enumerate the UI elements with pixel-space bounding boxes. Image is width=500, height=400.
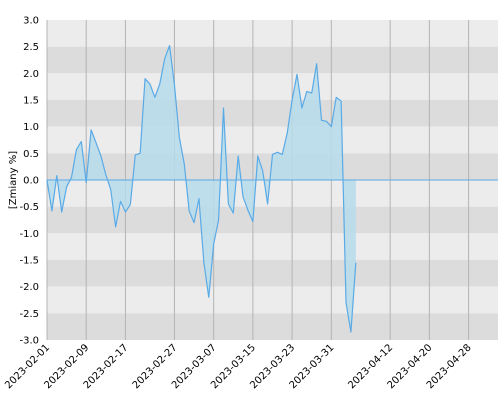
grid-band: [47, 260, 498, 287]
grid-band: [47, 20, 498, 47]
grid-band: [47, 206, 498, 234]
series-line: [46, 45, 357, 333]
grid-band: [47, 73, 498, 100]
y-tick-label: 1.0: [23, 122, 39, 133]
y-axis-label: [Zmiany %]: [8, 151, 19, 209]
y-tick-label: -1.0: [19, 229, 39, 240]
y-tick-label: -2.5: [19, 309, 39, 320]
y-tick-label: -1.5: [19, 256, 39, 267]
y-tick-label: -2.0: [19, 282, 39, 293]
grid-band: [47, 286, 498, 314]
grid-band: [47, 100, 498, 127]
grid-band: [47, 313, 498, 340]
grid-band: [47, 233, 498, 260]
series-area: [47, 45, 356, 332]
y-tick-label: 2.5: [23, 42, 39, 53]
grid-band: [47, 46, 498, 74]
y-tick-label: -0.5: [19, 202, 39, 213]
y-tick-label: 0.0: [23, 176, 39, 187]
series-layer: [46, 45, 498, 333]
y-tick-label: 3.0: [23, 16, 39, 27]
y-tick-label: 1.5: [23, 96, 39, 107]
y-tick-label: 2.0: [23, 69, 39, 80]
y-tick-label: 0.5: [23, 149, 39, 160]
grid-band: [47, 126, 498, 154]
background-bands: [47, 20, 498, 340]
y-axis-ticks: 3.0 2.5 2.0 1.5 1.0 0.5 0.0 -0.5 -1.0 -1.5 -2.0 -2.…: [19, 16, 39, 347]
y-tick-label: -3.0: [19, 336, 39, 347]
